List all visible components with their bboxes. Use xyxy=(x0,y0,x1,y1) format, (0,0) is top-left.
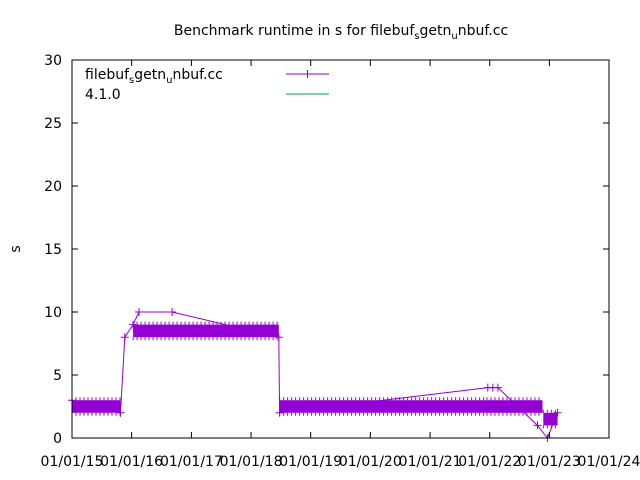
series-0-band-3 xyxy=(486,400,543,413)
legend-0-sub1: s xyxy=(129,75,134,86)
series-0-point-1 xyxy=(116,408,125,417)
title-mid: getn xyxy=(420,23,452,39)
series-0-point-7 xyxy=(275,408,284,417)
x-tick-label-7: 01/01/22 xyxy=(458,454,521,470)
plot-frame xyxy=(71,59,610,439)
series-0-point-10 xyxy=(493,383,502,392)
legend-0-sub2: u xyxy=(166,75,172,86)
x-tick-label-2: 01/01/17 xyxy=(160,454,223,470)
x-tick-label-4: 01/01/19 xyxy=(279,454,342,470)
series-0-point-11 xyxy=(533,421,542,430)
series-0-band-1 xyxy=(133,324,279,338)
legend-label-1: 4.1.0 xyxy=(85,87,121,103)
y-tick-label-5: 25 xyxy=(44,116,62,132)
y-tick-label-6: 30 xyxy=(44,53,62,69)
title-sub2: u xyxy=(451,31,457,42)
x-axis: 01/01/1501/01/1601/01/1701/01/1801/01/19… xyxy=(41,60,640,470)
legend-0-suffix: nbuf.cc xyxy=(172,67,222,83)
series-0-band-2-ticks xyxy=(279,397,485,416)
x-tick-label-3: 01/01/18 xyxy=(220,454,283,470)
series-0-point-6 xyxy=(274,333,283,342)
series-0-band-2 xyxy=(279,400,487,413)
series-0-line xyxy=(71,311,558,439)
series-layer xyxy=(68,308,562,442)
series-0-point-13 xyxy=(553,408,562,417)
x-tick-label-1: 01/01/16 xyxy=(100,454,163,470)
title-prefix: Benchmark runtime in s for filebuf xyxy=(174,23,416,39)
chart-title: Benchmark runtime in s for filebufsgetnu… xyxy=(174,23,508,42)
series-0-point-5 xyxy=(168,308,177,316)
series-0-point-4 xyxy=(134,308,143,316)
y-tick-label-3: 15 xyxy=(44,242,62,258)
x-tick-label-5: 01/01/20 xyxy=(339,454,402,470)
series-0-band-3-ticks xyxy=(486,397,540,416)
x-tick-label-0: 01/01/15 xyxy=(41,454,104,470)
y-axis-label: s xyxy=(8,245,24,252)
y-tick-label-4: 20 xyxy=(44,179,62,195)
y-tick-label-2: 10 xyxy=(44,305,62,321)
series-0-band-1-ticks xyxy=(132,321,278,341)
legend-0-mid: getn xyxy=(134,67,166,83)
legend-label-0: filebufsgetnunbuf.cc xyxy=(85,67,223,86)
y-axis: 0 5 10 15 20 25 30 xyxy=(44,53,609,447)
x-tick-label-6: 01/01/21 xyxy=(399,454,462,470)
series-0-point-3 xyxy=(129,320,138,329)
legend: filebufsgetnunbuf.cc 4.1.0 xyxy=(85,67,329,103)
title-suffix: nbuf.cc xyxy=(458,23,508,39)
y-tick-label-1: 5 xyxy=(53,368,62,384)
x-tick-label-8: 01/01/23 xyxy=(518,454,581,470)
x-tick-label-9: 01/01/24 xyxy=(578,454,640,470)
series-0-point-2 xyxy=(120,333,129,342)
y-tick-label-0: 0 xyxy=(53,431,62,447)
legend-0-prefix: filebuf xyxy=(85,67,130,83)
title-sub1: s xyxy=(414,31,419,42)
